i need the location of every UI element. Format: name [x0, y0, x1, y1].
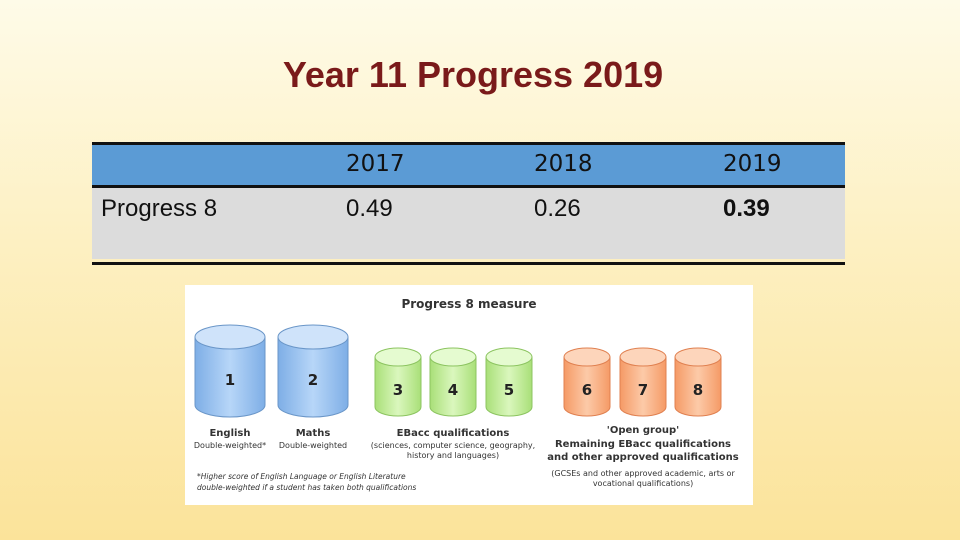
ebacc-label: EBacc qualifications — [396, 428, 510, 439]
slot-number-6: 6 — [581, 381, 593, 399]
maths-label: Maths — [295, 428, 331, 439]
cylinder-1 — [194, 324, 266, 418]
english-label: English — [209, 428, 251, 439]
table-row: Progress 8 0.49 0.26 0.39 — [92, 188, 845, 259]
slot-number-2: 2 — [307, 371, 319, 389]
value-2019: 0.39 — [723, 195, 770, 222]
row-label: Progress 8 — [101, 195, 218, 222]
maths-sublabel: Double-weighted — [278, 441, 348, 450]
progress-table: 2017 2018 2019 Progress 8 0.49 0.26 0.39 — [92, 142, 845, 265]
diagram-footnote: *Higher score of English Language or Eng… — [197, 472, 417, 492]
cylinder-4 — [429, 347, 477, 417]
header-cell-2018: 2018 — [534, 151, 593, 177]
slot-number-1: 1 — [224, 371, 236, 389]
slot-number-7: 7 — [637, 381, 649, 399]
cylinder-8 — [674, 347, 722, 417]
value-2018: 0.26 — [534, 195, 581, 222]
slot-number-3: 3 — [392, 381, 404, 399]
slot-number-8: 8 — [692, 381, 704, 399]
cylinder-5 — [485, 347, 533, 417]
cylinder-2 — [277, 324, 349, 418]
cylinder-6 — [563, 347, 611, 417]
slide-title: Year 11 Progress 2019 — [282, 54, 664, 95]
cylinder-7 — [619, 347, 667, 417]
slot-number-4: 4 — [447, 381, 459, 399]
open-group-label: 'Open group' — [606, 425, 680, 436]
diagram-title: Progress 8 measure — [401, 297, 537, 311]
open-group-description: Remaining EBacc qualifications and other… — [547, 439, 739, 463]
value-2017: 0.49 — [346, 195, 393, 222]
ebacc-sublabel: (sciences, computer science, geography, … — [370, 441, 536, 460]
open-group-sublabel: (GCSEs and other approved academic, arts… — [551, 469, 735, 488]
header-cell-2017: 2017 — [346, 151, 405, 177]
cylinder-3 — [374, 347, 422, 417]
progress8-diagram: Progress 8 measure 1 2 3 4 5 6 7 8 Engli… — [185, 285, 753, 505]
cylinders-graphic — [194, 324, 722, 418]
slot-number-5: 5 — [503, 381, 515, 399]
header-cell-2019: 2019 — [723, 151, 782, 177]
english-sublabel: Double-weighted* — [193, 441, 267, 450]
table-header-row: 2017 2018 2019 — [92, 145, 845, 188]
